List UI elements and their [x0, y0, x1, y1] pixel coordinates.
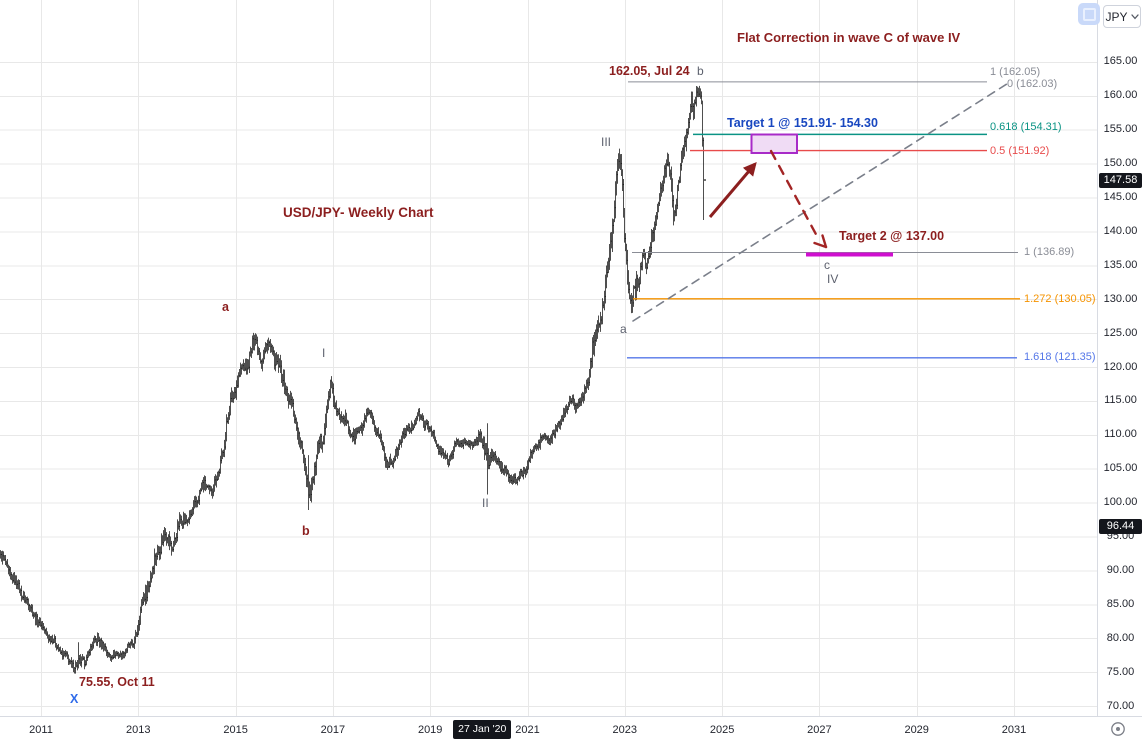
- chevron-down-icon: [1130, 13, 1139, 19]
- currency-unit-dropdown[interactable]: JPY: [1103, 5, 1141, 28]
- time-tick-label: 2025: [709, 724, 735, 736]
- wave-label-b-upper[interactable]: b: [697, 64, 704, 78]
- annotation-flat-correction[interactable]: Flat Correction in wave C of wave IV: [737, 30, 961, 45]
- up-arrow[interactable]: [708, 161, 757, 218]
- wave-label-c[interactable]: c: [824, 258, 830, 272]
- target1-zone-box[interactable]: [750, 133, 798, 154]
- wave-label-a-gray[interactable]: a: [620, 322, 627, 336]
- annotation-low-price[interactable]: 75.55, Oct 11: [79, 675, 155, 689]
- fib-label-1618[interactable]: 1.618 (121.35): [1024, 351, 1096, 363]
- annotation-target2[interactable]: Target 2 @ 137.00: [839, 229, 945, 243]
- time-tick-label: 2015: [223, 724, 248, 736]
- price-tick-label: 165.00: [1103, 55, 1138, 68]
- axis-corner-target-icon[interactable]: [1109, 720, 1127, 738]
- price-tick-label: 90.00: [1106, 563, 1135, 576]
- wave-label-iv[interactable]: IV: [827, 272, 839, 286]
- price-tick-label: 140.00: [1103, 224, 1138, 237]
- time-tick-label: 2011: [29, 724, 53, 736]
- fib-label-05[interactable]: 0.5 (151.92): [990, 145, 1050, 157]
- fib-label-1-162[interactable]: 1 (162.05): [990, 66, 1041, 78]
- time-axis[interactable]: 2011 2013 2015 2017 2019 2021 2023 2025 2027 2029…: [0, 716, 1142, 744]
- wave-label-iii[interactable]: III: [601, 135, 612, 149]
- annotation-chart-title[interactable]: USD/JPY- Weekly Chart: [283, 205, 434, 220]
- price-tick-label: 115.00: [1104, 394, 1137, 407]
- price-tick-label: 85.00: [1106, 597, 1135, 610]
- fib-label-0618[interactable]: 0.618 (154.31): [990, 121, 1062, 133]
- annotation-labels: Flat Correction in wave C of wave IV 162.…: [70, 30, 1096, 706]
- fib-label-1-136[interactable]: 1 (136.89): [1024, 246, 1075, 258]
- price-tick-label: 120.00: [1103, 360, 1138, 373]
- wave-label-i[interactable]: I: [322, 346, 326, 360]
- price-tick-label: 160.00: [1103, 89, 1138, 102]
- crosshair-price-badge: 96.44: [1099, 519, 1142, 535]
- price-tick-label: 75.00: [1106, 665, 1135, 678]
- projection-dashed-arrow[interactable]: [769, 149, 820, 240]
- maximize-pane-glyph: [1082, 7, 1096, 21]
- wave-label-ii[interactable]: II: [482, 496, 489, 510]
- last-price-badge: 147.58: [1099, 172, 1142, 188]
- price-tick-label: 80.00: [1106, 631, 1135, 644]
- currency-unit-label: JPY: [1105, 9, 1128, 24]
- price-axis[interactable]: 165.00 160.00 155.00 150.00 145.00 140.00 135.…: [1097, 0, 1142, 716]
- annotation-target1[interactable]: Target 1 @ 151.91- 154.30: [727, 116, 878, 130]
- price-tick-label: 100.00: [1103, 496, 1138, 509]
- wave-label-a-red[interactable]: a: [222, 300, 229, 314]
- time-tick-label: 2029: [904, 724, 929, 736]
- time-tick-label: 2023: [612, 724, 638, 736]
- wave-label-x[interactable]: X: [70, 692, 79, 706]
- dashed-trendline[interactable]: [632, 81, 1011, 322]
- chart-plot-area[interactable]: Flat Correction in wave C of wave IV 162.…: [0, 0, 1097, 716]
- crosshair-date-badge: 27 Jan '20: [453, 720, 512, 739]
- time-tick-label: 2021: [515, 724, 540, 736]
- annotation-peak-price[interactable]: 162.05, Jul 24: [609, 64, 690, 78]
- arrowhead-icon: [813, 241, 828, 249]
- maximize-pane-icon[interactable]: [1078, 3, 1100, 25]
- arrowhead-icon: [821, 234, 828, 249]
- fib-label-0-162[interactable]: 0 (162.03): [1007, 78, 1058, 90]
- time-tick-label: 2027: [807, 724, 832, 736]
- time-tick-label: 2013: [126, 724, 151, 736]
- drawing-annotations[interactable]: [0, 0, 1097, 716]
- price-tick-label: 150.00: [1103, 157, 1138, 170]
- price-tick-label: 70.00: [1106, 699, 1135, 712]
- price-tick-label: 105.00: [1103, 462, 1138, 475]
- price-tick-label: 135.00: [1103, 258, 1138, 271]
- price-tick-label: 145.00: [1103, 191, 1138, 203]
- fib-label-1272[interactable]: 1.272 (130.05): [1024, 293, 1096, 305]
- time-tick-label: 2017: [320, 724, 346, 736]
- price-tick-label: 155.00: [1103, 123, 1138, 136]
- time-tick-label: 2019: [417, 724, 443, 736]
- wave-label-b-red[interactable]: b: [302, 524, 310, 538]
- price-tick-label: 130.00: [1103, 292, 1138, 305]
- price-tick-label: 110.00: [1104, 428, 1137, 441]
- price-tick-label: 125.00: [1103, 326, 1138, 339]
- time-tick-label: 2031: [1001, 724, 1027, 736]
